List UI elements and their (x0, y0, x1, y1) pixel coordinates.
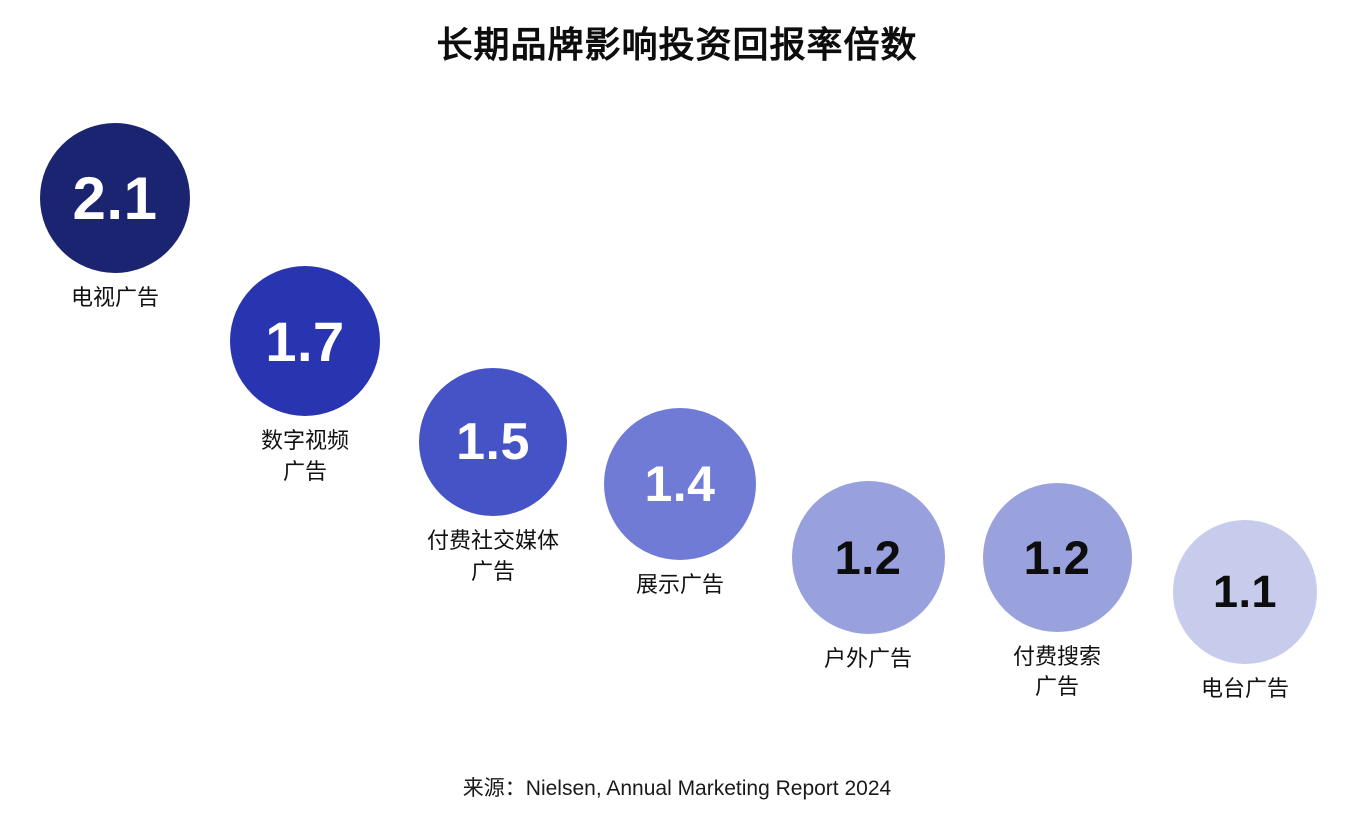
bubble-circle: 1.2 (791, 480, 945, 634)
bubble-circle: 1.5 (419, 368, 567, 516)
bubble-value: 1.4 (644, 456, 716, 512)
chart-title: 长期品牌影响投资回报率倍数 (436, 24, 918, 65)
bubble-value: 2.1 (72, 164, 158, 232)
bubble-circle: 2.1 (40, 123, 190, 273)
bubble-paid-search-ads: 1.2 付费搜索 广告 (982, 482, 1132, 704)
bubble-outdoor-ads: 1.2 户外广告 (791, 480, 945, 675)
bubble-paid-social-ads: 1.5 付费社交媒体 广告 (419, 368, 567, 588)
bubble-digital-video-ads: 1.7 数字视频 广告 (230, 266, 380, 488)
bubble-value: 1.2 (1023, 530, 1091, 584)
bubble-label: 付费搜索 广告 (1012, 643, 1101, 700)
bubble-tv-ads: 2.1 电视广告 (40, 123, 190, 314)
bubble-label: 户外广告 (823, 645, 912, 671)
bubble-label: 电台广告 (1200, 676, 1289, 701)
bubble-radio-ads: 1.1 电台广告 (1173, 520, 1317, 705)
bubble-label: 展示广告 (635, 572, 724, 597)
bubble-label: 付费社交媒体 广告 (426, 528, 559, 584)
source-note: 来源：Nielsen, Annual Marketing Report 2024 (462, 777, 892, 800)
bubble-value: 1.1 (1212, 566, 1278, 617)
bubble-circle: 1.2 (982, 482, 1132, 632)
bubble-circle: 1.4 (604, 408, 756, 560)
bubble-label: 数字视频 广告 (260, 428, 349, 484)
bubble-circle: 1.7 (230, 266, 380, 416)
bubble-value: 1.7 (265, 309, 345, 373)
bubble-value: 1.2 (834, 530, 902, 584)
bubble-value: 1.5 (456, 413, 530, 471)
bubble-circle: 1.1 (1173, 520, 1317, 664)
bubble-label: 电视广告 (70, 285, 159, 310)
bubble-display-ads: 1.4 展示广告 (604, 408, 756, 601)
